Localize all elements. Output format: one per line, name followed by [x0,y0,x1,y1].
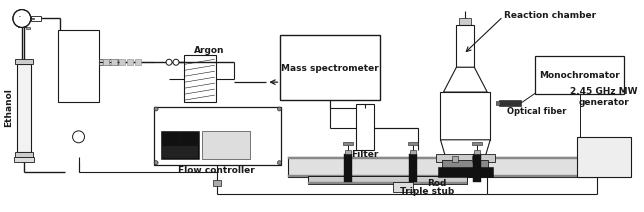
Bar [289,157,596,159]
Bar [535,56,625,94]
Bar [459,18,471,27]
Text: Triple stub: Triple stub [401,187,455,196]
Text: 2.45 GHz MW
generator: 2.45 GHz MW generator [570,87,638,107]
Text: Reaction chamber: Reaction chamber [504,11,596,20]
Text: Optical fiber: Optical fiber [507,107,567,116]
Bar [437,167,493,177]
Circle shape [13,10,31,27]
Circle shape [166,59,172,65]
Bar [154,107,281,165]
Bar [15,152,33,157]
Bar [453,156,459,162]
Bar [289,175,596,177]
Bar [474,150,480,154]
Bar [184,55,216,102]
Bar [289,157,596,177]
Bar [135,59,141,65]
Bar [410,150,415,154]
Bar [128,59,133,65]
Bar [99,59,104,65]
Bar [14,157,33,162]
Text: Filter: Filter [351,150,379,159]
Bar [17,64,31,152]
Bar [496,101,500,105]
Bar [280,35,380,100]
Circle shape [154,161,158,165]
Bar [472,156,478,162]
Bar [213,180,221,186]
Bar [440,92,490,140]
Bar [356,104,374,150]
Bar [435,154,495,162]
Text: Argon: Argon [194,46,224,55]
Bar [119,59,126,65]
Bar [393,181,413,191]
Text: Flow controller: Flow controller [178,166,255,175]
Bar [499,100,521,106]
Circle shape [173,59,179,65]
Bar [343,142,353,145]
Text: Ethanol: Ethanol [5,89,14,127]
Bar [442,160,488,169]
Circle shape [73,131,84,143]
Bar [15,59,33,64]
Polygon shape [440,140,490,157]
Bar [58,31,99,102]
Circle shape [278,107,281,111]
Bar [115,59,118,65]
Text: Mass spectrometer: Mass spectrometer [281,64,379,73]
Polygon shape [444,67,488,92]
Bar [457,25,474,67]
Bar [162,146,198,158]
Bar [18,24,26,27]
Bar [109,59,113,65]
Bar [473,154,481,181]
Bar [31,18,33,20]
Bar [408,142,417,145]
Circle shape [278,161,281,165]
Bar [31,15,41,21]
Bar [104,59,108,65]
Text: Monochromator: Monochromator [539,71,620,80]
Bar [344,154,352,181]
Bar [181,132,198,144]
Bar [345,150,351,154]
Circle shape [154,107,158,111]
Bar [26,27,30,29]
Bar [409,154,417,181]
Text: Rod: Rod [428,179,447,188]
Bar [104,59,109,65]
Bar [202,131,250,159]
Bar [308,176,468,184]
Bar [162,132,179,144]
Bar [472,142,482,145]
Bar [161,131,199,159]
Bar [577,137,631,177]
Bar [111,59,117,65]
Bar [308,181,468,184]
